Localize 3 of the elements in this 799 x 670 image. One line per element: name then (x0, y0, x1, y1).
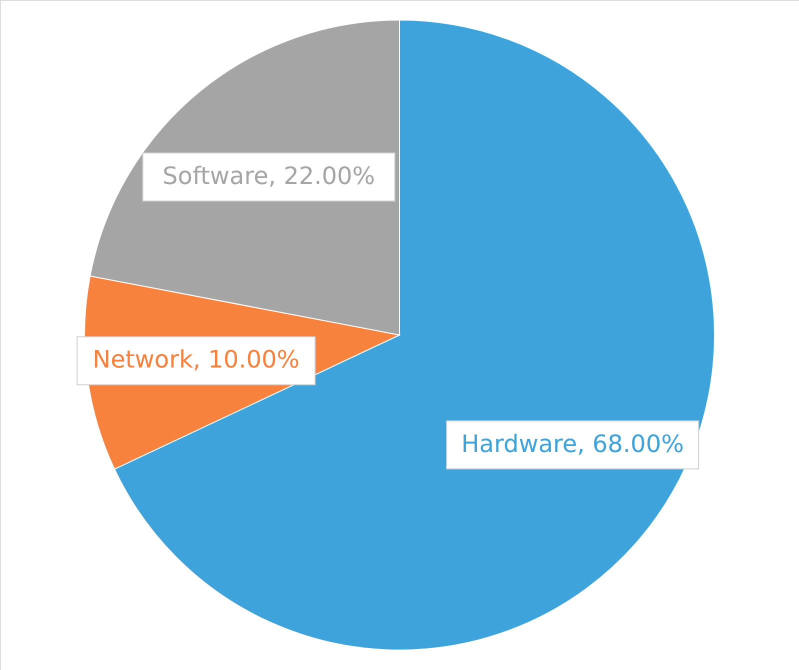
slice-label: Software, 22.00% (162, 162, 376, 190)
slice-label: Hardware, 68.00% (461, 430, 684, 458)
slice-label: Network, 10.00% (92, 346, 300, 374)
